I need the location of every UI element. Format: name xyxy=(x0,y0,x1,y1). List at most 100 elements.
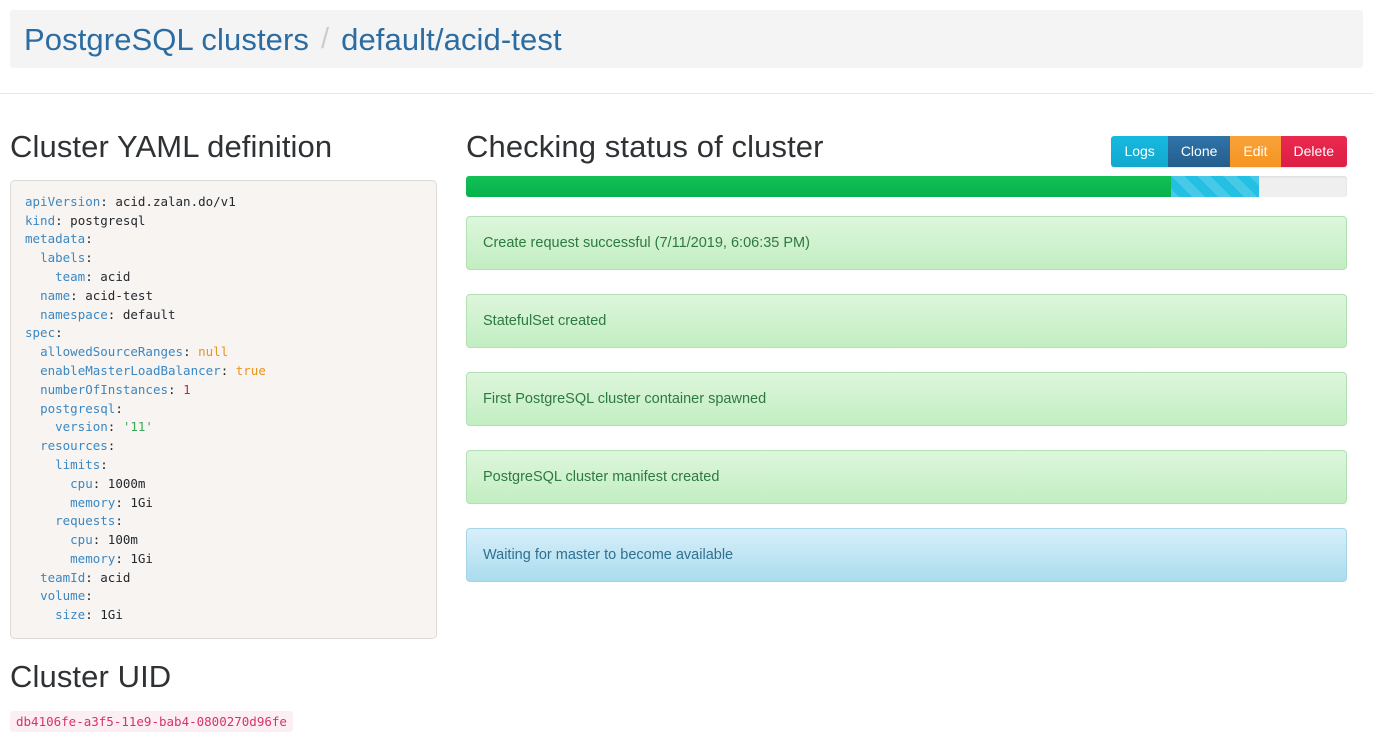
yaml-token: : xyxy=(115,550,131,566)
status-progress-bar xyxy=(466,176,1347,197)
status-alert-text: Create request successful (7/11/2019, 6:… xyxy=(483,234,810,251)
yaml-token: : xyxy=(220,362,236,378)
yaml-token: numberOfInstances xyxy=(40,381,168,397)
yaml-token: resources xyxy=(40,438,108,454)
yaml-token xyxy=(25,363,40,378)
yaml-token: teamId xyxy=(40,569,86,585)
yaml-token xyxy=(25,570,40,585)
breadcrumb-separator: / xyxy=(321,22,330,55)
yaml-token xyxy=(25,513,55,528)
yaml-token: acid xyxy=(100,569,131,585)
yaml-token: volume xyxy=(40,588,86,604)
status-alert-success: PostgreSQL cluster manifest created xyxy=(466,450,1347,504)
yaml-token: cpu xyxy=(70,532,93,548)
yaml-token: acid xyxy=(100,268,131,284)
yaml-token xyxy=(25,551,70,566)
yaml-token: kind xyxy=(25,212,56,228)
yaml-code-text: apiVersion: acid.zalan.do/v1 kind: postg… xyxy=(25,193,422,625)
yaml-token: metadata xyxy=(25,231,86,247)
yaml-token: : xyxy=(115,400,123,416)
yaml-token: enableMasterLoadBalancer xyxy=(40,362,221,378)
yaml-token: memory xyxy=(70,494,116,510)
yaml-token xyxy=(25,307,40,322)
yaml-token: : xyxy=(107,306,123,322)
yaml-token: labels xyxy=(40,250,86,266)
status-section-title: Checking status of cluster xyxy=(466,129,824,164)
yaml-token: postgresql xyxy=(40,400,116,416)
header-divider xyxy=(0,93,1373,94)
yaml-token xyxy=(25,438,40,453)
yaml-token: true xyxy=(235,362,266,378)
yaml-token xyxy=(25,288,40,303)
status-alert-success: Create request successful (7/11/2019, 6:… xyxy=(466,216,1347,270)
yaml-token: postgresql xyxy=(70,212,146,228)
yaml-token: : xyxy=(115,494,131,510)
yaml-token: : xyxy=(70,287,86,303)
yaml-token: : xyxy=(100,193,116,209)
yaml-token: apiVersion xyxy=(25,193,101,209)
status-alert-info: Waiting for master to become available xyxy=(466,528,1347,582)
yaml-token: namespace xyxy=(40,306,108,322)
yaml-token: memory xyxy=(70,550,116,566)
edit-button[interactable]: Edit xyxy=(1230,136,1281,167)
yaml-token xyxy=(25,401,40,416)
yaml-token: 1 xyxy=(183,381,191,397)
yaml-token: : xyxy=(107,438,116,454)
yaml-token: : xyxy=(85,607,101,623)
yaml-token xyxy=(25,607,55,622)
yaml-token xyxy=(25,344,40,359)
status-alert-success: StatefulSet created xyxy=(466,294,1347,348)
yaml-token: allowedSourceRanges xyxy=(40,344,184,360)
yaml-token: : xyxy=(85,231,93,247)
yaml-token: requests xyxy=(55,513,116,529)
status-header: Checking status of cluster Logs Clone Edit… xyxy=(466,128,1347,172)
status-alert-text: Waiting for master to become available xyxy=(483,546,734,563)
yaml-token: : xyxy=(85,569,101,585)
progress-segment-done xyxy=(466,176,1171,197)
yaml-token: : xyxy=(55,325,63,341)
status-alert-text: PostgreSQL cluster manifest created xyxy=(483,468,720,485)
yaml-token xyxy=(25,495,70,510)
status-alert-text: StatefulSet created xyxy=(483,312,607,329)
yaml-token: acid.zalan.do/v1 xyxy=(115,193,236,209)
yaml-token: : xyxy=(107,419,123,435)
cluster-uid-title: Cluster UID xyxy=(10,658,172,694)
yaml-token xyxy=(25,419,55,434)
breadcrumb-link-clusters[interactable]: PostgreSQL clusters xyxy=(24,21,310,57)
yaml-token: : xyxy=(100,456,108,472)
yaml-token: : xyxy=(85,250,93,266)
yaml-panel: Cluster YAML definition apiVersion: acid… xyxy=(10,128,437,732)
yaml-token: 1000m xyxy=(107,475,146,491)
logs-button[interactable]: Logs xyxy=(1111,136,1168,167)
yaml-token: null xyxy=(198,344,229,360)
status-message-list: Create request successful (7/11/2019, 6:… xyxy=(466,216,1347,582)
yaml-token: : xyxy=(92,532,108,548)
yaml-token: '11' xyxy=(122,419,153,435)
yaml-token: : xyxy=(55,212,71,228)
cluster-uid-value: db4106fe-a3f5-11e9-bab4-0800270d96fe xyxy=(10,710,293,732)
yaml-token: 1Gi xyxy=(130,550,153,566)
yaml-token: name xyxy=(40,287,71,303)
delete-button[interactable]: Delete xyxy=(1280,136,1347,167)
status-alert-success: First PostgreSQL cluster container spawn… xyxy=(466,372,1347,426)
status-panel: Checking status of cluster Logs Clone Edit… xyxy=(466,128,1347,606)
yaml-token: size xyxy=(55,607,86,623)
yaml-token xyxy=(25,382,40,397)
yaml-token: : xyxy=(92,475,108,491)
breadcrumb: PostgreSQL clusters / default/acid-test xyxy=(10,10,1363,68)
clone-button[interactable]: Clone xyxy=(1167,136,1231,167)
yaml-token xyxy=(25,269,55,284)
yaml-section-title: Cluster YAML definition xyxy=(10,129,333,164)
yaml-token xyxy=(25,588,40,603)
yaml-token xyxy=(25,476,70,491)
yaml-token xyxy=(25,250,40,265)
yaml-token: 100m xyxy=(107,532,138,548)
yaml-token: spec xyxy=(25,325,56,341)
yaml-token: : xyxy=(85,588,93,604)
yaml-token: team xyxy=(55,268,86,284)
yaml-token: cpu xyxy=(70,475,93,491)
breadcrumb-link-current[interactable]: default/acid-test xyxy=(341,21,562,57)
yaml-token: default xyxy=(122,306,176,322)
yaml-token: : xyxy=(168,381,184,397)
